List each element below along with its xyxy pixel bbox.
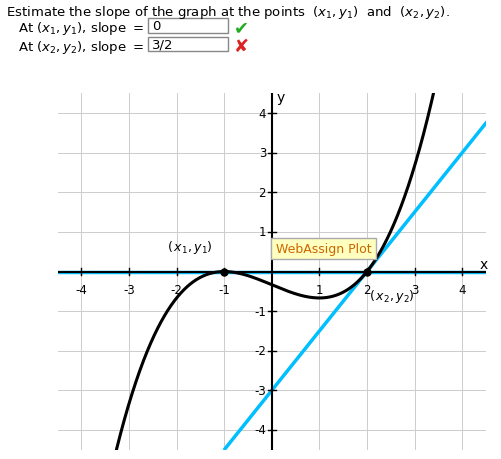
Text: -3: -3 xyxy=(255,384,266,397)
Text: ✔: ✔ xyxy=(234,19,249,37)
Text: -2: -2 xyxy=(254,345,266,358)
Text: At $(x_2, y_2)$, slope $=$: At $(x_2, y_2)$, slope $=$ xyxy=(18,39,148,56)
Text: -4: -4 xyxy=(76,283,87,296)
Text: 1: 1 xyxy=(259,226,266,239)
Text: 3: 3 xyxy=(259,147,266,160)
Text: 2: 2 xyxy=(259,186,266,199)
Text: At $(x_1, y_1)$, slope $=$: At $(x_1, y_1)$, slope $=$ xyxy=(18,20,148,37)
Text: $(\,x_1, y_1)$: $(\,x_1, y_1)$ xyxy=(166,238,212,255)
Text: -4: -4 xyxy=(254,424,266,437)
Text: Estimate the slope of the graph at the points  $(x_1, y_1)$  and  $(x_2, y_2)$.: Estimate the slope of the graph at the p… xyxy=(6,4,450,21)
Text: y: y xyxy=(276,91,285,105)
Text: 2: 2 xyxy=(363,283,371,296)
Text: -1: -1 xyxy=(254,305,266,318)
Text: 3: 3 xyxy=(411,283,418,296)
Bar xyxy=(148,19,228,34)
Text: -3: -3 xyxy=(123,283,135,296)
Text: WebAssign Plot: WebAssign Plot xyxy=(276,242,371,255)
Text: 3/2: 3/2 xyxy=(152,39,173,51)
Bar xyxy=(148,38,228,52)
Text: 4: 4 xyxy=(458,283,466,296)
Text: ✘: ✘ xyxy=(234,38,249,56)
Text: -1: -1 xyxy=(218,283,230,296)
Text: $(\,x_2, y_2)$: $(\,x_2, y_2)$ xyxy=(369,287,415,304)
Text: 0: 0 xyxy=(152,20,160,33)
Text: x: x xyxy=(479,258,487,272)
Text: 1: 1 xyxy=(316,283,323,296)
Text: 4: 4 xyxy=(259,107,266,120)
Text: -2: -2 xyxy=(171,283,182,296)
